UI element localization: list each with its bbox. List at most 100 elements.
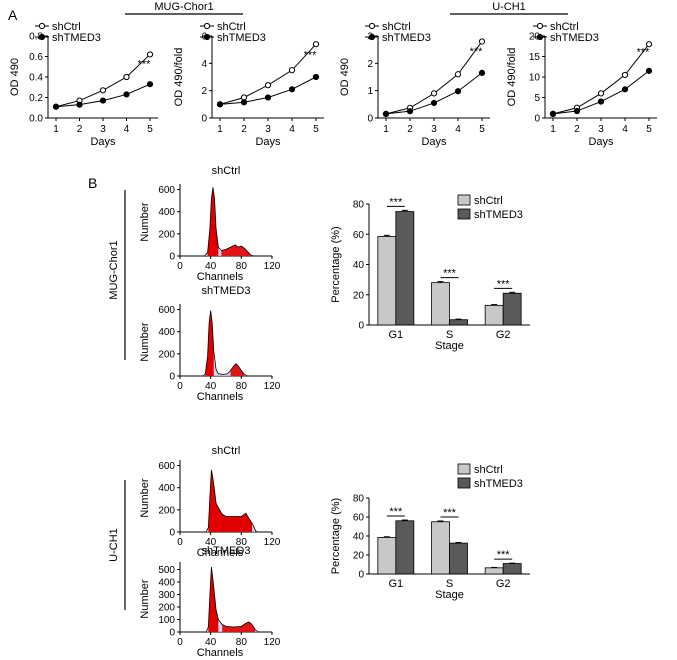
line4-point-shctrl	[597, 90, 605, 97]
line4-y-tick-label: 10	[529, 73, 541, 84]
line1-y-tick-label: 0.4	[29, 73, 43, 84]
line1-x-tick-label: 5	[147, 124, 153, 135]
hist4-x-label: Channels	[197, 647, 244, 659]
bar1-category-label: G1	[388, 329, 403, 341]
line2-x-tick-label: 1	[217, 124, 223, 135]
line4-x-tick-label: 3	[598, 124, 604, 135]
line4-x-tick-label: 5	[646, 124, 652, 135]
line3-legend-label: shCtrl	[382, 21, 411, 33]
hist4-outline	[203, 566, 259, 633]
line1-legend-marker	[38, 22, 46, 30]
bar1-bar-shtmed3	[395, 211, 415, 326]
hist1-x-tick-label: 120	[264, 261, 281, 272]
line2-x-tick-label: 4	[289, 124, 295, 135]
line1-y-tick-label: 0.0	[29, 114, 43, 125]
bar1-y-label: Percentage (%)	[330, 226, 342, 302]
hist3-x-tick-label: 40	[205, 537, 217, 548]
hist2-y-tick-label: 0	[169, 372, 175, 383]
bar2-bar-shctrl	[431, 521, 450, 575]
line4-significance: ***	[637, 47, 651, 59]
hist2-x-tick-label: 40	[205, 381, 217, 392]
line4-legend-label: shCtrl	[550, 21, 579, 33]
bar2-category-label: S	[446, 578, 453, 590]
hist4-g2-peak	[222, 622, 256, 632]
line4-point-shtmed3	[621, 86, 629, 93]
group-label-uch1-top: U-CH1	[492, 1, 526, 13]
bar2-bar-shctrl	[484, 567, 504, 575]
line3-x-tick-label: 4	[455, 124, 461, 135]
line3-point-shctrl	[430, 90, 438, 97]
hist4-y-tick-label: 200	[158, 603, 175, 614]
group-label-uch1-side: U-CH1	[108, 528, 120, 562]
hist3-y-tick-label: 200	[158, 505, 175, 516]
bar1-significance: ***	[389, 196, 403, 208]
line3-x-tick-label: 3	[431, 124, 437, 135]
line1-x-tick-label: 2	[77, 124, 83, 135]
bar2-category-label: G2	[496, 578, 511, 590]
line1-legend-label: shCtrl	[52, 21, 81, 33]
line3-y-tick-label: 1	[367, 86, 373, 97]
hist2-title: shTMED3	[202, 285, 251, 297]
hist1-y-tick-label: 600	[158, 185, 175, 196]
bar1-y-tick-label: 40	[353, 260, 365, 271]
bar1-bar-shctrl	[484, 304, 504, 326]
hist1-g1-peak	[207, 187, 219, 256]
line2-y-tick-label: 0	[201, 114, 207, 125]
line2-legend-label: shCtrl	[217, 21, 246, 33]
line3-legend-marker	[368, 22, 376, 30]
line1-x-tick-label: 4	[124, 124, 130, 135]
line2-point-shtmed3	[264, 94, 272, 101]
line2-y-label: OD 490/fold	[173, 48, 185, 107]
line4-y-label: OD 490/fold	[506, 48, 518, 107]
hist3-y-label: Number	[139, 478, 151, 517]
line3-x-tick-label: 2	[407, 124, 413, 135]
line3-point-shtmed3	[430, 99, 438, 107]
hist1-title: shCtrl	[212, 165, 241, 177]
bar2-legend-swatch	[457, 463, 471, 475]
bar2-y-tick-label: 20	[353, 551, 365, 562]
hist4-y-tick-label: 300	[158, 590, 175, 601]
hist2-y-tick-label: 400	[158, 327, 175, 338]
hist4-y-label: Number	[139, 579, 151, 618]
hist1-y-tick-label: 0	[169, 252, 175, 263]
line3-y-label: OD 490	[339, 58, 351, 96]
line2-x-tick-label: 5	[313, 124, 319, 135]
line1-point-shtmed3	[52, 103, 60, 110]
hist3-y-tick-label: 600	[158, 461, 175, 472]
bar2-y-tick-label: 0	[358, 570, 364, 581]
bar2-significance: ***	[389, 506, 403, 518]
panel-label-a: A	[8, 7, 18, 23]
bar1-y-tick-label: 0	[358, 321, 364, 332]
bar2-y-tick-label: 80	[353, 494, 365, 505]
line4-y-tick-label: 15	[529, 52, 541, 63]
hist1-x-tick-label: 40	[205, 261, 217, 272]
line4-x-tick-label: 4	[622, 124, 628, 135]
panel-label-b: B	[88, 175, 97, 191]
line4-point-shtmed3	[597, 98, 605, 105]
hist2-y-tick-label: 200	[158, 349, 175, 360]
bar1-bar-shtmed3	[449, 319, 468, 326]
bar1-x-label: Stage	[435, 340, 464, 352]
hist1-outline	[199, 187, 254, 257]
line3-y-tick-label: 2	[367, 59, 373, 70]
hist3-g1-peak	[208, 469, 253, 532]
line1-y-tick-label: 0.6	[29, 52, 43, 63]
bar2-legend-swatch	[457, 477, 471, 489]
line3-legend-label: shTMED3	[382, 32, 431, 44]
hist2-y-tick-label: 600	[158, 305, 175, 316]
line4-point-shtmed3	[549, 110, 557, 118]
bar2-bar-shtmed3	[395, 520, 415, 575]
hist3-x-label: Channels	[197, 547, 244, 559]
line4-point-shtmed3	[573, 107, 581, 115]
hist4-x-tick-label: 0	[177, 637, 183, 648]
line2-significance: ***	[304, 50, 318, 62]
bar1-bar-shtmed3	[502, 292, 522, 326]
line2-legend-label: shTMED3	[217, 32, 266, 44]
hist3-title: shCtrl	[212, 445, 241, 457]
bar2-legend-label: shTMED3	[474, 478, 523, 490]
line2-x-label: Days	[255, 136, 281, 148]
hist4-x-tick-label: 80	[236, 637, 248, 648]
line4-y-tick-label: 0	[534, 114, 540, 125]
